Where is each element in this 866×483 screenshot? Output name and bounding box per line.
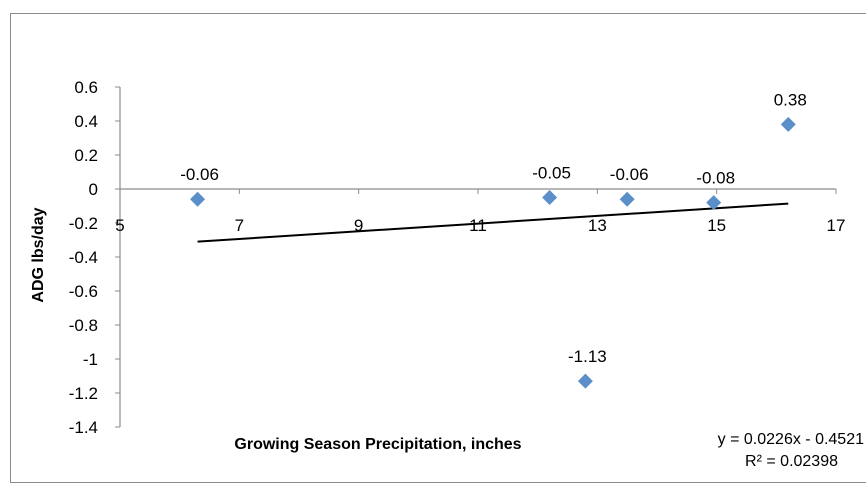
y-axis: 0.6 0.4 0.2 0 -0.2 -0.4 -0.6 -0.8 -1 -1.2 -1.4 [69,78,121,437]
x-axis: 5 7 9 11 13 15 17 [115,188,846,235]
y-tick-label: -1 [83,350,98,369]
y-tick-label: 0.4 [74,112,98,131]
data-labels: -0.06 -0.05 -1.13 -0.06 -0.08 0.38 [180,90,807,366]
trendline-r-squared: R² = 0.02398 [745,453,838,470]
data-point [577,373,593,389]
data-label: -0.06 [610,165,649,184]
x-tick-label: 5 [115,216,124,235]
data-point [542,190,558,205]
y-tick-label: 0 [89,180,98,199]
data-point [190,191,206,207]
y-tick-label: -0.4 [69,248,98,267]
data-point [706,195,722,211]
chart-frame [10,13,866,483]
data-label: -1.13 [568,347,607,366]
x-tick-label: 17 [827,216,846,235]
y-tick-label: 0.2 [74,146,98,165]
data-label: -0.06 [180,165,219,184]
x-tick-label: 13 [588,216,607,235]
data-points [190,116,796,389]
x-tick-label: 11 [469,216,487,235]
scatter-chart: 0.6 0.4 0.2 0 -0.2 -0.4 -0.6 -0.8 -1 -1.2 -1.4 5 7 9… [30,78,864,470]
data-label: -0.08 [696,169,735,188]
x-tick-label: 9 [354,216,363,235]
x-tick-label: 7 [235,216,244,235]
y-tick-label: -0.6 [69,282,98,301]
data-label: -0.05 [532,164,571,183]
trendline [197,202,789,243]
y-tick-label: -0.8 [69,316,98,335]
y-axis-title: ADG lbs/day [30,207,47,302]
y-tick-label: -0.2 [69,214,98,233]
data-point [780,116,796,132]
y-tick-label: -1.2 [69,384,98,403]
trendline-line [197,202,789,243]
y-tick-label: -1.4 [69,418,98,437]
trendline-equation: y = 0.0226x - 0.4521 [718,431,864,448]
data-point [619,191,635,207]
y-tick-label: 0.6 [74,78,98,97]
data-label: 0.38 [774,90,807,109]
x-axis-title: Growing Season Precipitation, inches [234,436,521,453]
x-tick-label: 15 [707,216,726,235]
